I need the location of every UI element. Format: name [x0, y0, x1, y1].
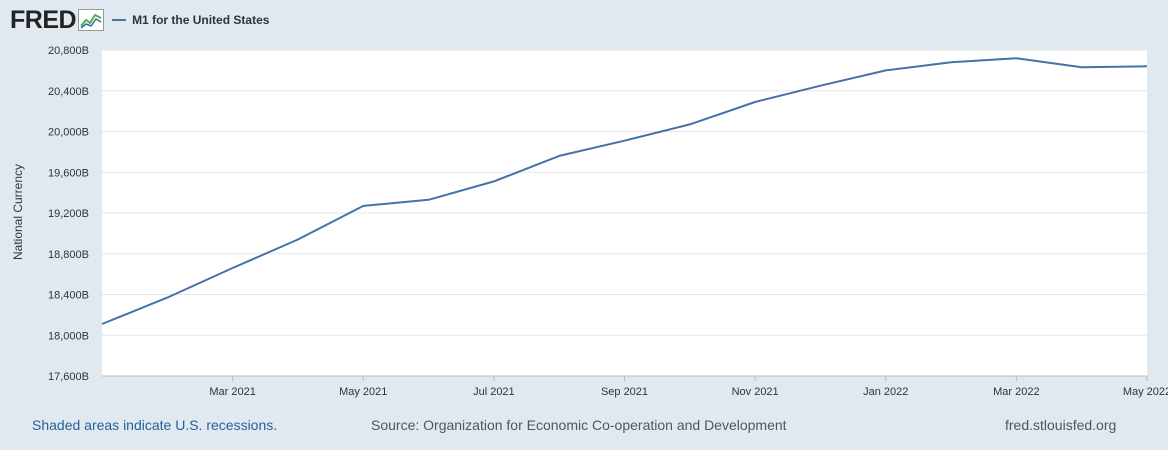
- data-point[interactable]: [621, 137, 629, 145]
- fred-logo[interactable]: FRED: [10, 6, 77, 34]
- x-tick-label: Sep 2021: [601, 386, 648, 398]
- y-tick-label: 19,200B: [48, 208, 89, 220]
- x-tick-label: May 2022: [1123, 386, 1168, 398]
- data-point[interactable]: [163, 294, 171, 302]
- legend-label[interactable]: M1 for the United States: [132, 13, 270, 27]
- data-point[interactable]: [816, 82, 824, 90]
- series-group: [98, 54, 1151, 328]
- x-tick-label: Nov 2021: [732, 386, 779, 398]
- source-text: Source: Organization for Economic Co-ope…: [371, 417, 787, 433]
- data-point[interactable]: [490, 177, 498, 185]
- data-point[interactable]: [98, 320, 106, 328]
- x-tick-label: Mar 2021: [209, 386, 255, 398]
- data-point[interactable]: [882, 66, 890, 74]
- x-tick-label: Jul 2021: [473, 386, 515, 398]
- y-tick-label: 17,600B: [48, 371, 89, 383]
- data-point[interactable]: [294, 235, 302, 243]
- data-point[interactable]: [1012, 54, 1020, 62]
- legend-swatch: [112, 19, 127, 21]
- series-line[interactable]: [101, 57, 1148, 325]
- fred-url[interactable]: fred.stlouisfed.org: [1005, 417, 1117, 433]
- data-point[interactable]: [555, 152, 563, 160]
- data-point[interactable]: [686, 120, 694, 128]
- y-axis-ticks: 17,600B 18,000B 18,400B 18,800B 19,200B 19,60…: [48, 45, 89, 383]
- fred-logo-graph-icon: [78, 9, 105, 31]
- recession-note[interactable]: Shaded areas indicate U.S. recessions.: [32, 417, 278, 433]
- x-tick-label: Jan 2022: [863, 386, 908, 398]
- data-point[interactable]: [229, 264, 237, 272]
- x-tick-label: Mar 2022: [993, 386, 1039, 398]
- y-tick-label: 20,800B: [48, 45, 89, 57]
- y-tick-label: 20,000B: [48, 127, 89, 139]
- y-tick-label: 18,400B: [48, 290, 89, 302]
- data-point[interactable]: [751, 98, 759, 106]
- y-tick-label: 20,400B: [48, 86, 89, 98]
- y-axis-label: National Currency: [11, 164, 25, 260]
- y-tick-label: 18,800B: [48, 249, 89, 261]
- data-point[interactable]: [1143, 62, 1151, 70]
- x-tick-label: May 2021: [339, 386, 387, 398]
- y-tick-label: 18,000B: [48, 330, 89, 342]
- x-axis-ticks: Mar 2021 May 2021 Jul 2021 Sep 2021 Nov 2021…: [209, 376, 1168, 398]
- data-point[interactable]: [359, 202, 367, 210]
- chart-header: FRED M1 for the United States: [10, 6, 269, 34]
- data-point[interactable]: [425, 196, 433, 204]
- data-point[interactable]: [1078, 63, 1086, 71]
- y-tick-label: 19,600B: [48, 167, 89, 179]
- data-point[interactable]: [947, 58, 955, 66]
